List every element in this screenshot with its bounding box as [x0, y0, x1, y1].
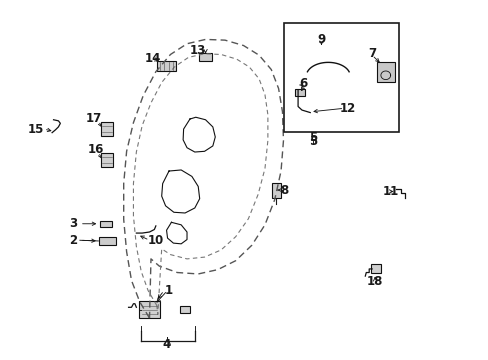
Bar	[294, 89, 305, 96]
Text: 5: 5	[308, 131, 316, 144]
Text: 13: 13	[190, 44, 206, 57]
Text: 14: 14	[144, 52, 161, 65]
Bar	[101, 122, 113, 136]
Text: 1: 1	[164, 284, 173, 297]
Text: 15: 15	[28, 122, 44, 136]
Text: 11: 11	[382, 185, 398, 198]
Bar	[376, 62, 394, 82]
Text: 16: 16	[87, 143, 104, 156]
Text: 6: 6	[298, 77, 306, 90]
Text: 10: 10	[147, 234, 163, 247]
Text: 4: 4	[162, 338, 170, 351]
Bar	[271, 183, 280, 198]
Bar	[180, 306, 190, 313]
Bar	[198, 53, 212, 61]
Text: 3: 3	[69, 217, 77, 230]
Text: 8: 8	[280, 184, 288, 197]
Bar	[100, 221, 112, 226]
Bar	[370, 265, 381, 273]
Bar	[99, 237, 116, 245]
Bar	[157, 60, 176, 71]
Text: 2: 2	[69, 234, 77, 247]
Text: 5: 5	[308, 135, 316, 148]
Text: 7: 7	[367, 47, 375, 60]
Bar	[101, 153, 113, 167]
Text: 18: 18	[366, 275, 383, 288]
Text: 12: 12	[339, 102, 355, 115]
Bar	[139, 301, 160, 319]
Text: 17: 17	[85, 112, 102, 125]
Bar	[284, 23, 398, 132]
Text: 9: 9	[317, 33, 325, 46]
